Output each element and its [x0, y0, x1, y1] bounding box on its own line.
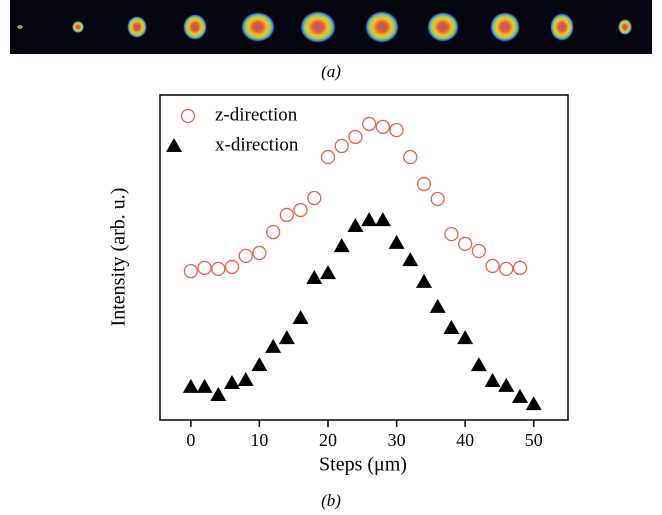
x-tick-label: 0: [186, 430, 195, 450]
circle-marker: [226, 260, 239, 273]
triangle-marker: [498, 378, 514, 392]
spot: [365, 11, 399, 43]
spot: [490, 12, 520, 42]
x-axis-label: Steps (μm): [319, 454, 407, 476]
triangle-marker: [512, 389, 528, 403]
circle-marker: [472, 245, 485, 258]
circle-marker: [280, 208, 293, 221]
circle-marker: [308, 192, 321, 205]
circle-marker: [349, 130, 362, 143]
x-tick-label: 10: [250, 430, 268, 450]
legend-label: z-direction: [215, 104, 298, 125]
circle-marker: [182, 110, 195, 123]
spot: [300, 11, 336, 43]
triangle-marker: [375, 212, 391, 226]
page: (a) (b) Steps (μm) Intensity (arb. u.) 0…: [0, 0, 662, 515]
circle-marker: [184, 265, 197, 278]
x-tick-label: 40: [456, 430, 474, 450]
circle-marker: [253, 246, 266, 259]
spot: [550, 13, 574, 41]
triangle-marker: [293, 310, 309, 324]
triangle-marker: [306, 270, 322, 284]
triangle-marker: [334, 238, 350, 252]
triangle-marker: [210, 387, 226, 401]
triangle-marker: [416, 274, 432, 288]
spot: [183, 14, 207, 40]
triangle-marker: [443, 320, 459, 334]
x-tick-label: 30: [388, 430, 406, 450]
circle-marker: [212, 262, 225, 275]
circle-marker: [431, 193, 444, 206]
circle-marker: [198, 261, 211, 274]
triangle-marker: [238, 372, 254, 386]
circle-marker: [322, 151, 335, 164]
x-tick-label: 50: [525, 430, 543, 450]
circle-marker: [363, 117, 376, 130]
triangle-marker: [224, 375, 240, 389]
triangle-marker: [361, 212, 377, 226]
triangle-marker: [183, 379, 199, 393]
triangle-marker: [265, 339, 281, 353]
circle-marker: [335, 140, 348, 153]
y-axis-label: Intensity (arb. u.): [108, 188, 130, 327]
spot: [241, 12, 275, 42]
circle-marker: [390, 124, 403, 137]
triangle-marker: [166, 138, 182, 152]
circle-marker: [445, 228, 458, 241]
triangle-marker: [251, 357, 267, 371]
spot: [17, 25, 23, 29]
spot: [618, 19, 632, 35]
circle-marker: [418, 178, 431, 191]
triangle-marker: [347, 218, 363, 232]
circle-marker: [267, 226, 280, 239]
caption: (a): [321, 62, 341, 81]
triangle-marker: [402, 252, 418, 266]
spot: [427, 12, 459, 42]
circle-marker: [294, 204, 307, 217]
triangle-marker: [526, 396, 542, 410]
triangle-marker: [320, 265, 336, 279]
triangle-marker: [430, 299, 446, 313]
circle-marker: [486, 259, 499, 272]
circle-marker: [404, 151, 417, 164]
circle-marker: [459, 237, 472, 250]
x-tick-label: 20: [319, 430, 337, 450]
triangle-marker: [197, 379, 213, 393]
spot: [72, 21, 84, 33]
triangle-marker: [485, 373, 501, 387]
caption: (b): [321, 491, 341, 510]
triangle-marker: [471, 357, 487, 371]
circle-marker: [500, 262, 513, 275]
circle-marker: [376, 120, 389, 133]
circle-marker: [514, 261, 527, 274]
circle-marker: [239, 249, 252, 262]
figure: (a) (b) Steps (μm) Intensity (arb. u.) 0…: [0, 0, 662, 515]
spot: [127, 16, 147, 38]
triangle-marker: [457, 330, 473, 344]
triangle-marker: [389, 235, 405, 249]
triangle-marker: [279, 330, 295, 344]
legend-label: x-direction: [215, 134, 299, 155]
